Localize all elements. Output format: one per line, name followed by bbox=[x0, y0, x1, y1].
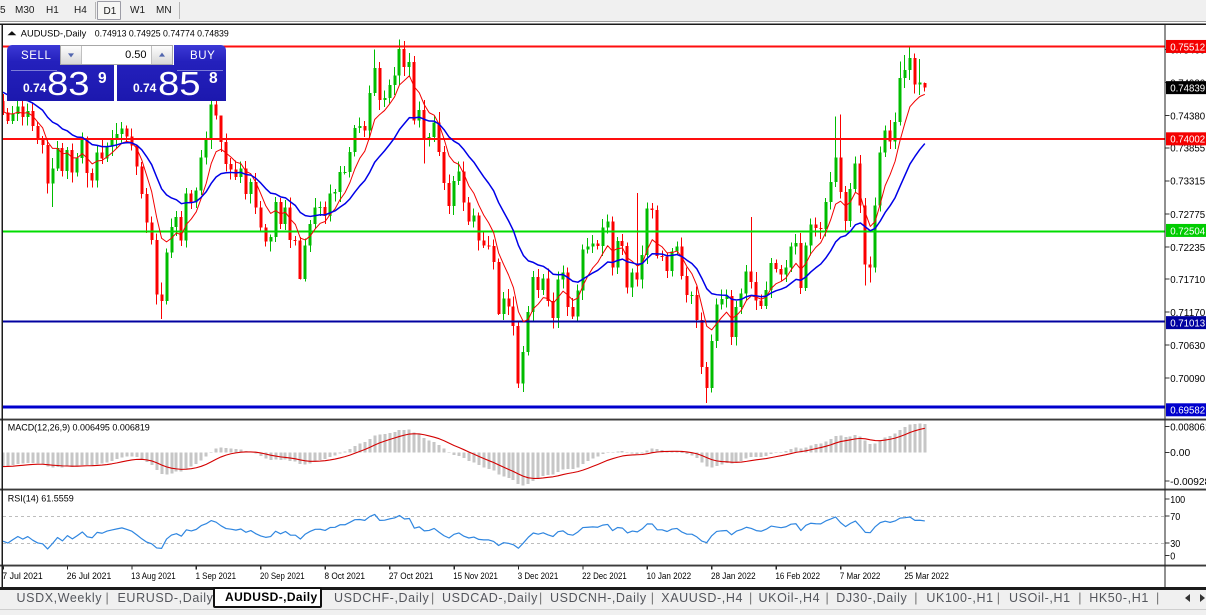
svg-text:-0.00928: -0.00928 bbox=[1170, 477, 1206, 488]
svg-text:0.73315: 0.73315 bbox=[1170, 177, 1205, 188]
svg-text:0.74839: 0.74839 bbox=[1170, 84, 1205, 95]
svg-text:0.008061: 0.008061 bbox=[1170, 422, 1206, 433]
svg-text:10 Jan 2022: 10 Jan 2022 bbox=[647, 571, 692, 582]
svg-text:7 Jul 2021: 7 Jul 2021 bbox=[2, 571, 43, 582]
svg-text:70: 70 bbox=[1170, 512, 1180, 523]
svg-text:0.70090: 0.70090 bbox=[1170, 374, 1205, 385]
svg-text:0.70630: 0.70630 bbox=[1170, 341, 1205, 352]
svg-text:0.00: 0.00 bbox=[1170, 448, 1190, 459]
svg-text:22 Dec 2021: 22 Dec 2021 bbox=[582, 571, 627, 582]
svg-text:0.71710: 0.71710 bbox=[1170, 275, 1205, 286]
svg-text:0.74380: 0.74380 bbox=[1170, 112, 1205, 123]
svg-text:0.72775: 0.72775 bbox=[1170, 210, 1205, 221]
svg-text:0.71170: 0.71170 bbox=[1170, 308, 1205, 319]
svg-text:1 Sep 2021: 1 Sep 2021 bbox=[196, 571, 237, 582]
svg-text:20 Sep 2021: 20 Sep 2021 bbox=[260, 571, 305, 582]
svg-text:28 Jan 2022: 28 Jan 2022 bbox=[711, 571, 756, 582]
svg-text:0.72235: 0.72235 bbox=[1170, 243, 1205, 254]
svg-text:RSI(14) 61.5559: RSI(14) 61.5559 bbox=[8, 494, 74, 505]
svg-text:16 Feb 2022: 16 Feb 2022 bbox=[775, 571, 820, 582]
svg-text:AUDUSD-,Daily: AUDUSD-,Daily bbox=[21, 28, 87, 39]
svg-text:26 Jul 2021: 26 Jul 2021 bbox=[67, 571, 112, 582]
svg-text:13 Aug 2021: 13 Aug 2021 bbox=[131, 571, 176, 582]
svg-text:0.72504: 0.72504 bbox=[1170, 226, 1205, 237]
svg-text:15 Nov 2021: 15 Nov 2021 bbox=[453, 571, 498, 582]
svg-text:MACD(12,26,9) 0.006495 0.00681: MACD(12,26,9) 0.006495 0.006819 bbox=[8, 423, 150, 434]
svg-text:100: 100 bbox=[1170, 495, 1185, 506]
svg-text:7 Mar 2022: 7 Mar 2022 bbox=[840, 571, 881, 582]
svg-text:3 Dec 2021: 3 Dec 2021 bbox=[518, 571, 559, 582]
svg-text:0.69582: 0.69582 bbox=[1170, 406, 1205, 417]
svg-text:0.74002: 0.74002 bbox=[1170, 135, 1205, 146]
svg-text:25 Mar 2022: 25 Mar 2022 bbox=[904, 571, 949, 582]
svg-text:8 Oct 2021: 8 Oct 2021 bbox=[324, 571, 365, 582]
svg-text:0.74913 0.74925 0.74774 0.7483: 0.74913 0.74925 0.74774 0.74839 bbox=[95, 28, 229, 39]
svg-text:0: 0 bbox=[1170, 551, 1175, 562]
svg-text:0.71013: 0.71013 bbox=[1170, 319, 1205, 330]
svg-text:30: 30 bbox=[1170, 539, 1180, 550]
svg-text:0.75512: 0.75512 bbox=[1170, 42, 1205, 53]
svg-text:0.73855: 0.73855 bbox=[1170, 144, 1205, 155]
svg-text:27 Oct 2021: 27 Oct 2021 bbox=[389, 571, 434, 582]
